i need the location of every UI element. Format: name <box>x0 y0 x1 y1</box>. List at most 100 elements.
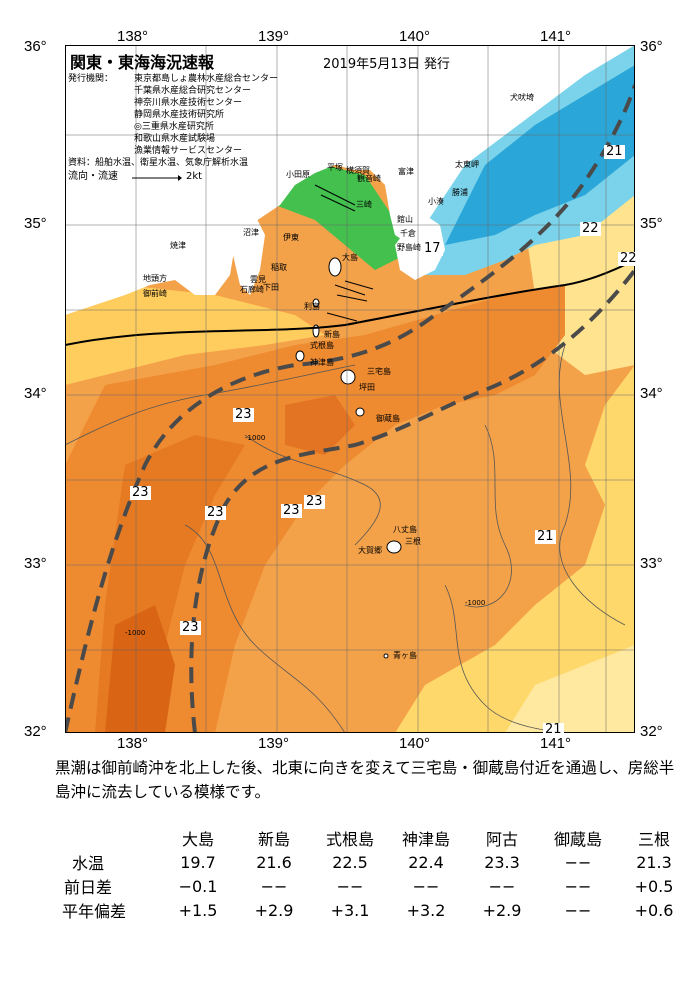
table-cell: −− <box>564 852 592 872</box>
lat-label-32-right: 32° <box>640 723 663 740</box>
place-futtsu: 富津 <box>398 167 414 176</box>
kuroshio-axis-outer <box>189 268 635 733</box>
isotherm-label-23-f: 23 <box>180 620 201 635</box>
lon-label-140-bottom: 140° <box>399 735 431 752</box>
water-yellow-east <box>395 105 635 733</box>
table-corner <box>62 826 160 850</box>
island-kozushima <box>295 350 305 362</box>
place-misaki: 三崎 <box>356 200 372 209</box>
issuer-5: 和歌山県水産試験場 <box>134 134 216 144</box>
place-aogashima: 青ヶ島 <box>393 651 417 660</box>
row-label: 前日差 <box>64 878 113 897</box>
place-kozushima: 神津島 <box>310 358 334 367</box>
isotherm-label-21-s: 21 <box>535 529 556 544</box>
issuer-4: ◎三重県水産研究所 <box>134 122 214 132</box>
place-okago: 大賀郷 <box>358 546 382 555</box>
island-mikurajima <box>355 407 365 417</box>
place-inubozaki: 犬吠埼 <box>510 93 534 102</box>
water-hottest-patch <box>105 605 175 733</box>
place-hiratsuka: 平塚 <box>327 163 343 172</box>
table-cell: +1.5 <box>178 900 218 920</box>
isotherm-label-22-b: 22 <box>618 251 639 266</box>
table-cell: −− <box>412 876 440 896</box>
issuer-0: 東京都島しょ農林水産総合センター <box>134 74 279 84</box>
current-arrows <box>314 184 374 322</box>
lat-label-36-left: 36° <box>24 38 47 55</box>
table-cell: +2.9 <box>254 900 294 920</box>
place-irozaki: 石廊崎 <box>240 285 264 294</box>
place-shikinejima: 式根島 <box>310 341 334 350</box>
place-shimoda: 下田 <box>263 283 279 292</box>
isotherm-label-23-b: 23 <box>130 485 151 500</box>
place-kominato: 小湊 <box>428 197 444 206</box>
table-cell: 22.4 <box>408 852 444 872</box>
land-honshu <box>65 45 635 315</box>
place-oshima: 大島 <box>342 253 358 262</box>
place-hachijojima: 八丈島 <box>393 525 417 534</box>
place-miyakejima: 三宅島 <box>367 367 391 376</box>
table-header-row: 大島 新島 式根島 神津島 阿古 御蔵島 三根 <box>62 826 692 850</box>
table-cell: 21.6 <box>256 852 292 872</box>
table-cell: +3.1 <box>330 900 370 920</box>
water-green-sagami <box>265 165 405 270</box>
place-omaezaki: 御前崎 <box>143 289 167 298</box>
table-cell: −− <box>564 876 592 896</box>
issuer-6: 漁業情報サービスセンター <box>134 146 243 156</box>
island-miyakejima <box>340 369 356 385</box>
place-odawara: 小田原 <box>286 170 310 179</box>
lon-label-140-top: 140° <box>399 28 431 45</box>
island-toshima <box>312 298 320 308</box>
station-name: 三根 <box>637 830 670 849</box>
land-izu-peninsula <box>233 215 265 295</box>
isotherm-label-23-a: 23 <box>233 407 254 422</box>
row-label: 平年偏差 <box>62 902 127 921</box>
isotherm-label-23-e: 23 <box>304 494 325 509</box>
kuroshio-axis-inner <box>65 84 635 733</box>
table-cell: −− <box>564 900 592 920</box>
lon-label-141-top: 141° <box>540 28 572 45</box>
table-cell: −− <box>336 876 364 896</box>
situation-description: 黒潮は御前崎沖を北上した後、北東に向きを変えて三宅島・御蔵島付近を通過し、房総半… <box>55 759 675 801</box>
page-title: 関東・東海海況速報 <box>70 53 215 72</box>
place-mitsune: 三根 <box>405 537 421 546</box>
isotherm-label-21-ne: 21 <box>604 144 625 159</box>
issuer-1: 千葉県水産総合研究センター <box>134 86 252 96</box>
lon-label-139-top: 139° <box>258 28 290 45</box>
place-ito: 伊東 <box>283 233 299 242</box>
contour-1 <box>244 434 381 546</box>
lat-label-34-right: 34° <box>640 385 663 402</box>
contour-4 <box>184 524 346 733</box>
table-cell: +3.2 <box>406 900 446 920</box>
table-cell: −− <box>488 876 516 896</box>
table-cell: +0.5 <box>634 876 674 896</box>
lat-label-36-right: 36° <box>640 38 663 55</box>
depth-label-3: -1000 <box>465 599 485 607</box>
place-mikurajima: 御蔵島 <box>376 414 400 423</box>
lat-label-33-left: 33° <box>24 555 47 572</box>
table-cell: +2.9 <box>482 900 522 920</box>
water-cold-boso <box>445 65 635 245</box>
place-toshima: 利島 <box>304 302 320 311</box>
place-tsubota: 坪田 <box>359 383 375 392</box>
isotherm-label-23-d: 23 <box>281 503 302 518</box>
water-pale-southeast <box>505 645 635 733</box>
place-chikura: 千倉 <box>400 229 416 238</box>
isotherm-label-17: 17 <box>422 241 443 256</box>
place-inatori: 稲取 <box>271 263 287 272</box>
table-row: 水温 19.7 21.6 22.5 22.4 23.3 −− 21.3 <box>62 850 692 874</box>
water-hot-patch-north <box>285 395 355 455</box>
station-name: 大島 <box>181 830 214 849</box>
place-numazu: 沼津 <box>243 228 259 237</box>
contour-2 <box>464 424 512 608</box>
table-cell: −− <box>260 876 288 896</box>
place-jitogata: 地頭方 <box>143 274 167 283</box>
lat-label-32-left: 32° <box>24 723 47 740</box>
table-row: 前日差 −0.1 −− −− −− −− −− +0.5 <box>62 874 692 898</box>
station-name: 新島 <box>257 830 290 849</box>
table-cell: 23.3 <box>484 852 520 872</box>
contour-3 <box>558 344 626 626</box>
lat-label-35-left: 35° <box>24 215 47 232</box>
current-scale-arrow <box>132 175 182 181</box>
depth-label-2: -1000 <box>125 629 145 637</box>
depth-label-1: -1000 <box>245 434 265 442</box>
